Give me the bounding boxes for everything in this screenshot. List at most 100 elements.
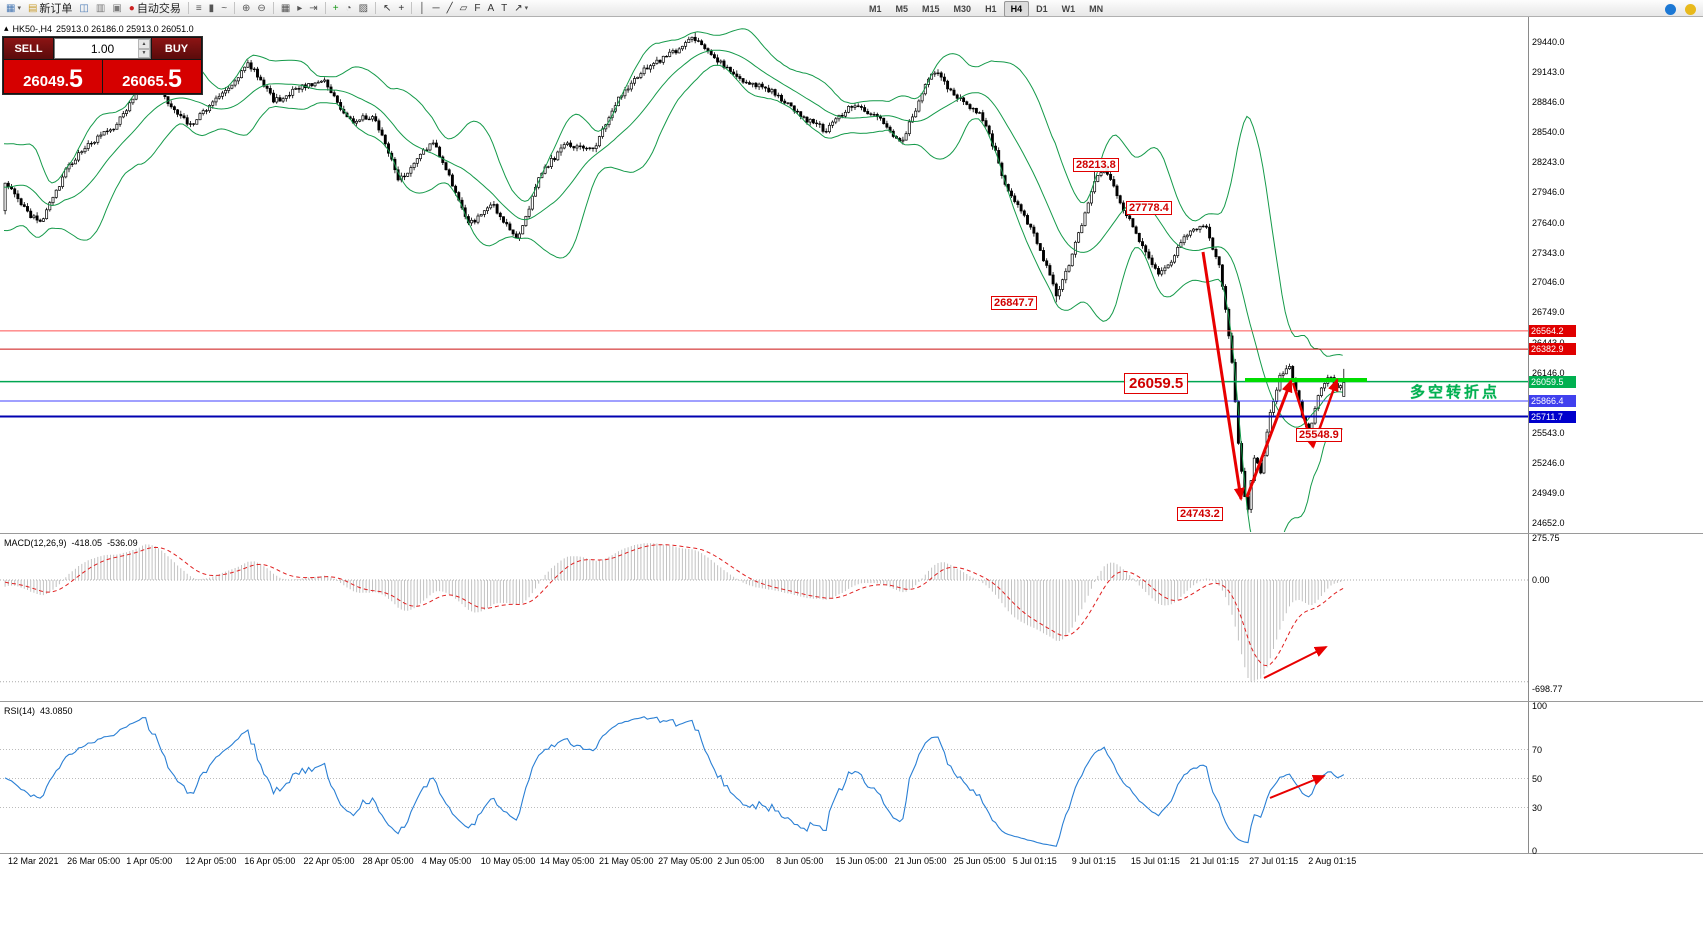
trendline-icon[interactable]: ╱ xyxy=(444,1,456,16)
auto-trading-button[interactable]: ● 自动交易 xyxy=(126,1,184,16)
time-axis-label: 5 Jul 01:15 xyxy=(1012,856,1057,866)
rsi-panel-separator[interactable] xyxy=(0,701,1703,702)
volume-input[interactable]: 1.00 ▲ ▼ xyxy=(54,38,151,59)
price-axis-label: 27946.0 xyxy=(1532,187,1565,198)
help-icon xyxy=(1685,4,1696,15)
timeframe-w1-button[interactable]: W1 xyxy=(1061,4,1076,14)
text-icon[interactable]: A xyxy=(484,1,497,16)
volume-increase-button[interactable]: ▲ xyxy=(138,39,150,49)
macd-panel[interactable] xyxy=(0,536,1528,700)
price-axis-label: 25246.0 xyxy=(1532,458,1565,469)
market-watch-icon-glyph: ◫ xyxy=(79,2,89,14)
vertical-line-icon[interactable]: │ xyxy=(416,1,428,16)
fibonacci-icon[interactable]: F xyxy=(471,1,483,16)
timeframe-m1-button[interactable]: M1 xyxy=(869,4,882,14)
rsi-axis-label: 50 xyxy=(1532,773,1543,784)
time-axis-label: 15 Jul 01:15 xyxy=(1130,856,1180,866)
price-axis-label: 24949.0 xyxy=(1532,488,1565,499)
toolbar-separator xyxy=(411,2,413,14)
new-order-glyph: ▤ xyxy=(27,2,38,14)
text-icon-glyph: A xyxy=(487,2,495,14)
buy-button[interactable]: BUY xyxy=(152,38,201,59)
toolbar-separator xyxy=(234,2,236,14)
macd-axis-label: 0.00 xyxy=(1532,575,1550,585)
strategy-tester-icon[interactable]: ▣ xyxy=(109,1,124,16)
top-toolbar: ▦ ▾ ▤ 新订单 ◫ ▥ ▣ ● 自动交易 ≡ ▮ ~ ⊕ ⊖ ▦ ▸ ⇥ + ◔ ▨ ↖ + │ ─ ╱ ▱ F A T ↗ ▾ M1 M5… xyxy=(0,0,1703,17)
price-axis-label: 29440.0 xyxy=(1532,37,1565,47)
timeframe-group: M1 M5 M15 M30 H1 H4 D1 W1 MN xyxy=(862,1,1110,17)
toolbar-right-group xyxy=(1662,2,1699,17)
macd-label-row: MACD(12,26,9) -418.05 -536.09 xyxy=(4,538,138,548)
price-annotation-27778.4: 27778.4 xyxy=(1126,201,1172,215)
price-axis-label: 29143.0 xyxy=(1532,66,1565,77)
horizontal-line-icon[interactable]: ─ xyxy=(430,1,443,16)
rsi-axis-label: 100 xyxy=(1532,701,1548,711)
price-tag-25711.7: 25711.7 xyxy=(1529,410,1576,423)
indicators-icon[interactable]: + xyxy=(330,1,342,16)
time-axis-label: 14 May 05:00 xyxy=(539,856,595,866)
periods-icon[interactable]: ◔ xyxy=(343,1,355,16)
channel-icon[interactable]: ▱ xyxy=(457,1,471,16)
one-click-prices: 26049. 5 26065. 5 xyxy=(3,60,202,94)
arrows-tool-icon[interactable]: ↗ ▾ xyxy=(511,1,531,16)
market-watch-icon[interactable]: ◫ xyxy=(76,1,91,16)
volume-decrease-button[interactable]: ▼ xyxy=(138,48,150,58)
rsi-value: 43.0850 xyxy=(40,706,73,716)
auto-scroll-icon[interactable]: ▸ xyxy=(294,1,305,16)
crosshair-icon[interactable]: + xyxy=(395,1,407,16)
data-window-icon[interactable]: ▥ xyxy=(93,1,108,16)
rsi-panel[interactable] xyxy=(0,704,1528,853)
timeframe-h1-button[interactable]: H1 xyxy=(985,4,997,14)
time-axis-label: 2 Aug 01:15 xyxy=(1308,856,1357,866)
new-order-button[interactable]: ▤ 新订单 xyxy=(25,1,75,16)
zoom-out-icon[interactable]: ⊖ xyxy=(254,1,268,16)
timeframe-h4-button[interactable]: H4 xyxy=(1003,1,1030,17)
price-tag-26382.9: 26382.9 xyxy=(1529,343,1576,356)
bar-chart-icon[interactable]: ≡ xyxy=(193,1,205,16)
macd-name: MACD(12,26,9) xyxy=(4,538,67,548)
macd-axis-label: -698.77 xyxy=(1532,684,1563,695)
timeframe-m5-button[interactable]: M5 xyxy=(895,4,909,14)
buy-price[interactable]: 26065. 5 xyxy=(103,60,201,93)
time-axis-label: 25 Jun 05:00 xyxy=(953,856,1006,866)
tile-windows-icon[interactable]: ▦ xyxy=(278,1,293,16)
volume-spinner: ▲ ▼ xyxy=(138,39,150,58)
community-icon[interactable] xyxy=(1662,2,1679,17)
collapse-oneclick-icon[interactable]: ▴ xyxy=(4,23,9,33)
timeframe-m30-button[interactable]: M30 xyxy=(953,4,972,14)
time-axis-label: 21 Jul 01:15 xyxy=(1190,856,1240,866)
time-axis-label: 26 Mar 05:00 xyxy=(67,856,121,866)
rsi-axis-label: 30 xyxy=(1532,802,1543,813)
sell-button[interactable]: SELL xyxy=(4,38,53,59)
timeframe-mn-button[interactable]: MN xyxy=(1089,4,1104,14)
toolbar-separator xyxy=(375,2,377,14)
timeframe-d1-button[interactable]: D1 xyxy=(1036,4,1048,14)
templates-icon[interactable]: ▨ xyxy=(356,1,371,16)
chart-shift-icon[interactable]: ⇥ xyxy=(306,1,320,16)
price-axis-divider[interactable] xyxy=(1528,17,1529,853)
auto-scroll-icon-glyph: ▸ xyxy=(297,2,303,14)
price-axis-label: 26749.0 xyxy=(1532,307,1565,318)
one-click-trading-panel: SELL 1.00 ▲ ▼ BUY 26049. 5 26065. 5 xyxy=(2,36,203,95)
candlestick-icon[interactable]: ▮ xyxy=(206,1,218,16)
price-axis-label: 25543.0 xyxy=(1532,428,1565,439)
data-window-icon-glyph: ▥ xyxy=(95,2,106,14)
volume-value: 1.00 xyxy=(90,41,115,56)
cursor-icon[interactable]: ↖ xyxy=(380,1,394,16)
line-chart-icon[interactable]: ~ xyxy=(218,1,230,16)
sell-price-base: 26049. xyxy=(23,73,69,90)
sell-price[interactable]: 26049. 5 xyxy=(4,60,102,93)
chart-window-icon[interactable]: ▦ ▾ xyxy=(3,1,24,16)
macd-value: -418.05 xyxy=(71,538,103,548)
line-chart-icon-glyph: ~ xyxy=(221,2,228,14)
timeframe-m15-button[interactable]: M15 xyxy=(922,4,940,14)
help-icon[interactable] xyxy=(1682,2,1699,17)
macd-signal-value: -536.09 xyxy=(107,538,138,548)
zoom-in-icon[interactable]: ⊕ xyxy=(239,1,253,16)
chart-symbol-label: HK50-,H4 xyxy=(12,23,53,34)
macd-panel-separator[interactable] xyxy=(0,533,1703,534)
toolbar-separator xyxy=(187,2,189,14)
main-price-chart[interactable] xyxy=(0,17,1528,532)
time-axis-label: 22 Apr 05:00 xyxy=(303,856,355,866)
label-icon[interactable]: T xyxy=(498,1,510,16)
